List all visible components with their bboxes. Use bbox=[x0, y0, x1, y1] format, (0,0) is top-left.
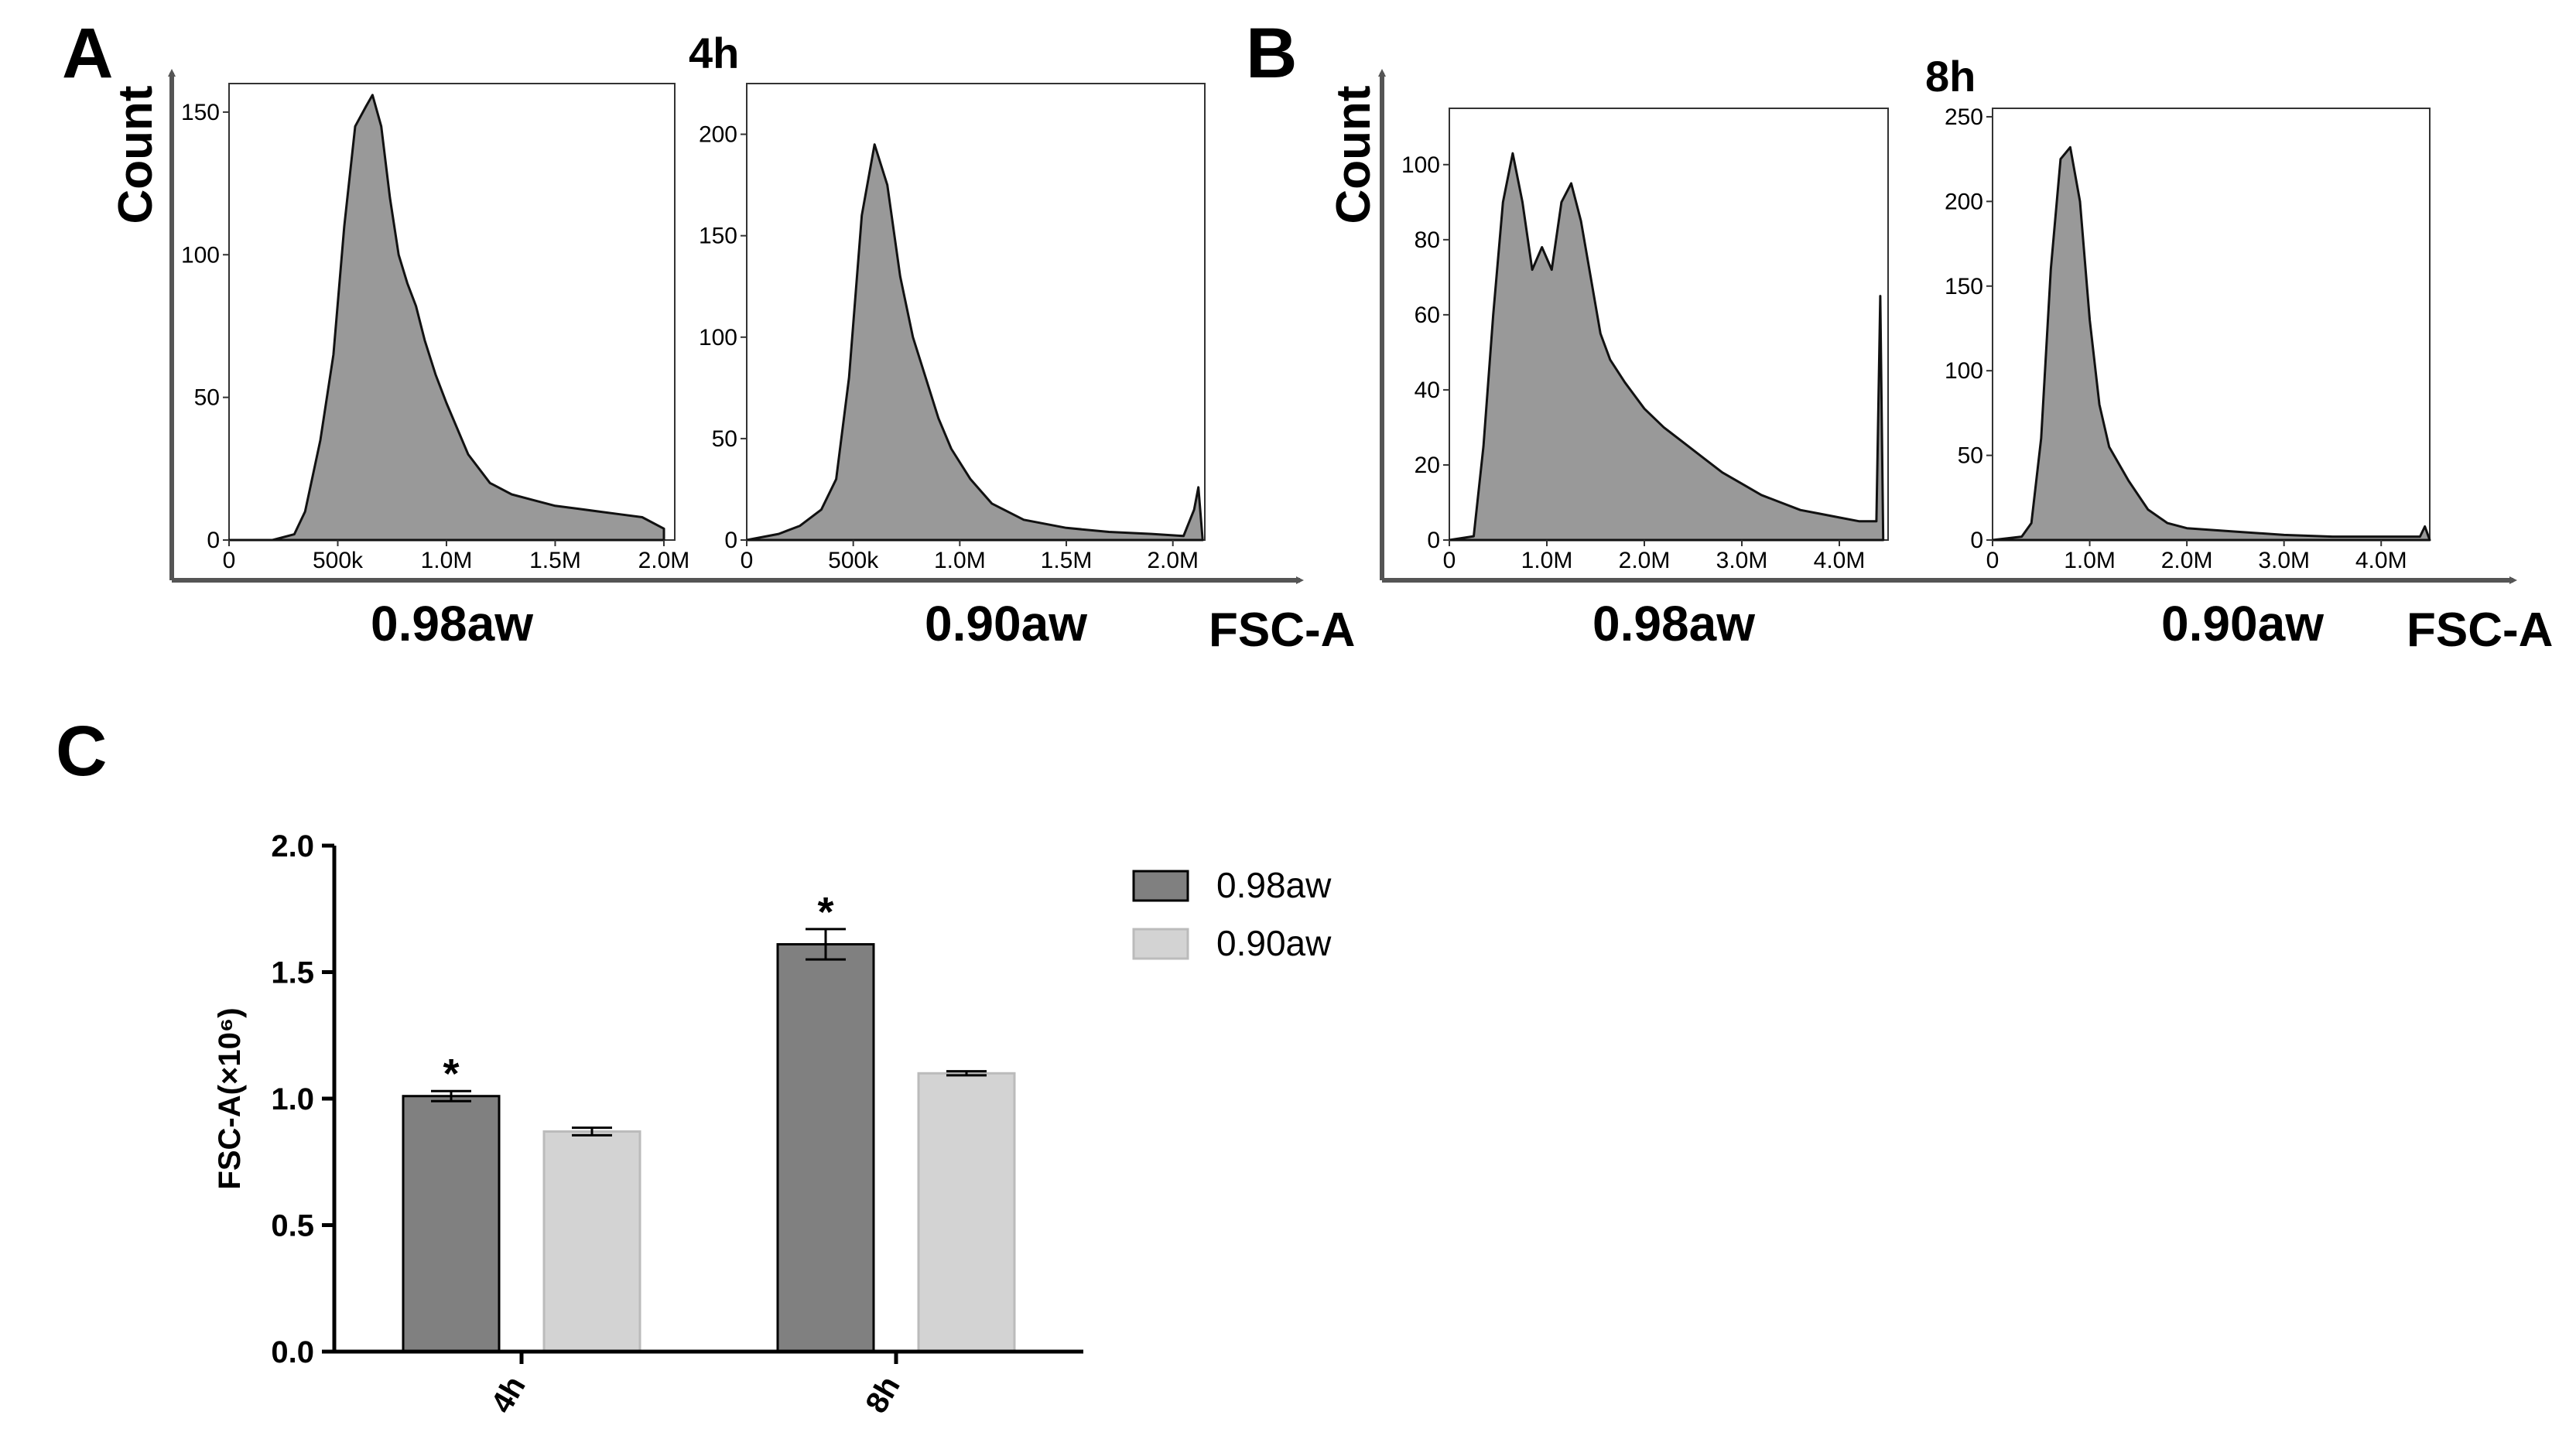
x-tick-label: 3.0M bbox=[1716, 548, 1768, 573]
x-tick-label: 500k bbox=[313, 548, 364, 573]
x-tick-label: 1.0M bbox=[934, 548, 986, 573]
legend-swatch-0-90aw bbox=[1132, 928, 1189, 960]
panel-a-y-axis-title: Count bbox=[109, 85, 162, 224]
histogram-a-left: 0 50 100 150 0 500k 1.0M 1.5M 2.0M bbox=[181, 83, 690, 573]
x-tick-label: 500k bbox=[828, 548, 879, 573]
y-tick-label: 0 bbox=[207, 528, 220, 553]
y-tick-label: 50 bbox=[1958, 443, 1983, 469]
category-label: 4h bbox=[484, 1371, 532, 1419]
y-tick-label: 100 bbox=[1945, 358, 1983, 384]
histogram-b-right: 0 50 100 150 200 250 0 1.0M 2.0M 3.0M 4.0M bbox=[1945, 104, 2431, 573]
x-tick-label: 0 bbox=[1986, 548, 2000, 573]
x-tick-label: 1.5M bbox=[1041, 548, 1093, 573]
group-label-a-left: 0.98aw bbox=[371, 596, 533, 651]
x-tick-label: 2.0M bbox=[638, 548, 690, 573]
panel-b-x-axis-title: FSC-A bbox=[2407, 603, 2553, 657]
x-tick-label: 4.0M bbox=[1814, 548, 1866, 573]
bar bbox=[542, 1130, 641, 1353]
y-tick-label: 40 bbox=[1415, 378, 1440, 403]
x-tick-label: 0 bbox=[741, 548, 754, 573]
legend: 0.98aw 0.90aw bbox=[1132, 865, 1332, 963]
x-tick-label: 0 bbox=[223, 548, 236, 573]
x-tick-label: 1.5M bbox=[529, 548, 581, 573]
y-axis-title: FSC-A(×10⁶) bbox=[213, 1007, 247, 1189]
legend-label-0-90aw: 0.90aw bbox=[1216, 923, 1332, 963]
panel-letter-c: C bbox=[56, 712, 107, 791]
y-tick-label: 100 bbox=[181, 242, 220, 268]
bar-chart-c: 0.0 0.5 1.0 1.5 2.0 * 4h * 8h FSC-A(×10⁶) bbox=[213, 829, 1083, 1419]
x-tick-label: 3.0M bbox=[2258, 548, 2310, 573]
histogram-b-left: 0 20 40 60 80 100 0 1.0M 2.0M 3.0M 4.0M bbox=[1401, 108, 1889, 573]
panel-a: A 4h Count FSC-A 0 50 100 150 0 500k 1.0M 1.5M 2… bbox=[62, 14, 1355, 657]
y-tick-label: 200 bbox=[699, 122, 737, 148]
significance-marker: * bbox=[817, 889, 833, 935]
histogram-a-right: 0 50 100 150 200 0 500k 1.0M 1.5M 2.0M bbox=[699, 83, 1206, 573]
y-tick-label: 150 bbox=[699, 224, 737, 249]
histogram-area bbox=[1448, 152, 1885, 542]
bar bbox=[776, 943, 875, 1353]
histogram-area bbox=[1991, 145, 2431, 542]
significance-marker: * bbox=[443, 1051, 459, 1097]
bar bbox=[917, 1072, 1016, 1353]
y-tick-label: 50 bbox=[194, 385, 220, 411]
plot-frame bbox=[746, 83, 1206, 541]
histogram-area bbox=[227, 94, 665, 542]
x-tick-label: 4.0M bbox=[2355, 548, 2407, 573]
category-label: 8h bbox=[859, 1371, 906, 1419]
y-tick-label: 2.0 bbox=[271, 829, 314, 863]
panel-letter-a: A bbox=[62, 14, 113, 93]
y-tick-label: 0 bbox=[1427, 528, 1440, 553]
legend-swatch-0-98aw bbox=[1132, 870, 1189, 902]
bar bbox=[402, 1095, 501, 1353]
y-tick-label: 60 bbox=[1415, 303, 1440, 328]
histogram-area bbox=[745, 143, 1204, 542]
y-tick-label: 0 bbox=[1970, 528, 1983, 553]
y-tick-label: 250 bbox=[1945, 104, 1983, 130]
y-tick-label: 50 bbox=[712, 426, 737, 452]
panel-b: B 8h Count FSC-A 0 20 40 60 80 100 0 1.0M 2.0M 3.… bbox=[1246, 14, 2553, 657]
x-tick-label: 2.0M bbox=[2161, 548, 2213, 573]
panel-letter-b: B bbox=[1246, 14, 1297, 93]
y-tick-label: 0 bbox=[724, 528, 737, 553]
x-tick-label: 2.0M bbox=[1619, 548, 1671, 573]
legend-label-0-98aw: 0.98aw bbox=[1216, 865, 1332, 905]
group-label-b-right: 0.90aw bbox=[2161, 596, 2324, 651]
panel-b-timepoint: 8h bbox=[1925, 52, 1976, 101]
y-tick-label: 20 bbox=[1415, 453, 1440, 478]
panel-a-x-axis-title: FSC-A bbox=[1209, 603, 1355, 657]
x-tick-label: 0 bbox=[1443, 548, 1456, 573]
panel-a-timepoint: 4h bbox=[689, 29, 739, 77]
y-tick-label: 100 bbox=[1401, 152, 1440, 178]
group-label-a-right: 0.90aw bbox=[925, 596, 1087, 651]
y-tick-label: 0.5 bbox=[271, 1209, 314, 1243]
y-tick-label: 80 bbox=[1415, 227, 1440, 253]
x-tick-label: 1.0M bbox=[1521, 548, 1573, 573]
y-tick-label: 0.0 bbox=[271, 1335, 314, 1369]
x-tick-label: 1.0M bbox=[421, 548, 473, 573]
y-tick-label: 100 bbox=[699, 325, 737, 350]
x-tick-label: 1.0M bbox=[2064, 548, 2116, 573]
y-tick-label: 1.5 bbox=[271, 956, 314, 990]
x-tick-label: 2.0M bbox=[1147, 548, 1199, 573]
y-tick-label: 150 bbox=[1945, 274, 1983, 299]
y-tick-label: 1.0 bbox=[271, 1082, 314, 1116]
panel-b-y-axis-title: Count bbox=[1327, 85, 1380, 224]
y-tick-label: 200 bbox=[1945, 189, 1983, 214]
group-label-b-left: 0.98aw bbox=[1592, 596, 1755, 651]
panel-c: C 0.0 0.5 1.0 1.5 2.0 * 4h * 8h FSC-A(×10⁶) 0.98a… bbox=[56, 712, 1332, 1419]
y-tick-label: 150 bbox=[181, 100, 220, 125]
